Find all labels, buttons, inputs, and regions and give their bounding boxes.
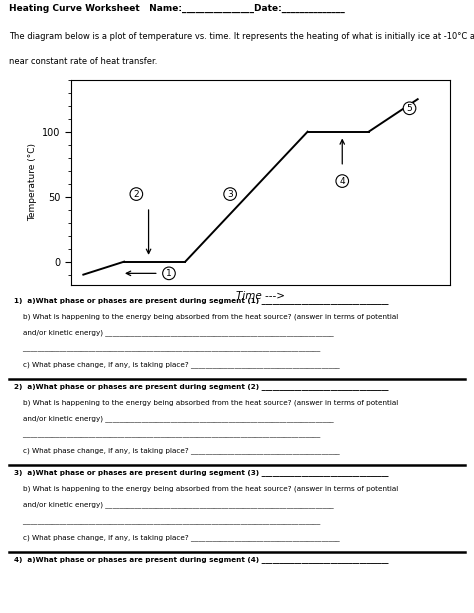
Text: and/or kinetic energy) _________________________________________________________: and/or kinetic energy) _________________… [14,501,334,508]
Text: 3)  a)What phase or phases are present during segment (3) ______________________: 3) a)What phase or phases are present du… [14,470,389,476]
Text: 4: 4 [339,177,345,186]
Text: b) What is happening to the energy being absorbed from the heat source? (answer : b) What is happening to the energy being… [14,399,398,406]
Y-axis label: Temperature (°C): Temperature (°C) [28,143,37,221]
Text: 4)  a)What phase or phases are present during segment (4) ______________________: 4) a)What phase or phases are present du… [14,556,389,563]
Text: The diagram below is a plot of temperature vs. time. It represents the heating o: The diagram below is a plot of temperatu… [9,32,474,42]
Text: c) What phase change, if any, is taking place? _________________________________: c) What phase change, if any, is taking … [14,534,340,541]
Text: b) What is happening to the energy being absorbed from the heat source? (answer : b) What is happening to the energy being… [14,313,398,319]
Text: c) What phase change, if any, is taking place? _________________________________: c) What phase change, if any, is taking … [14,447,340,454]
Text: and/or kinetic energy) _________________________________________________________: and/or kinetic energy) _________________… [14,416,334,422]
Text: 2: 2 [134,189,139,199]
Text: b) What is happening to the energy being absorbed from the heat source? (answer : b) What is happening to the energy being… [14,485,398,492]
Text: and/or kinetic energy) _________________________________________________________: and/or kinetic energy) _________________… [14,329,334,336]
Text: 1)  a)What phase or phases are present during segment (1) ______________________: 1) a)What phase or phases are present du… [14,297,389,304]
Text: ________________________________________________________________________________: ________________________________________… [14,345,320,351]
X-axis label: Time --->: Time ---> [236,291,285,300]
Text: 3: 3 [227,189,233,199]
Text: 1: 1 [166,269,172,278]
Text: ________________________________________________________________________________: ________________________________________… [14,518,320,524]
Text: near constant rate of heat transfer.: near constant rate of heat transfer. [9,57,158,66]
Text: ________________________________________________________________________________: ________________________________________… [14,432,320,438]
Text: 5: 5 [407,104,412,113]
Text: c) What phase change, if any, is taking place? _________________________________: c) What phase change, if any, is taking … [14,361,340,368]
Text: 2)  a)What phase or phases are present during segment (2) ______________________: 2) a)What phase or phases are present du… [14,383,389,390]
Text: Heating Curve Worksheet   Name:________________Date:______________: Heating Curve Worksheet Name:___________… [9,4,345,13]
